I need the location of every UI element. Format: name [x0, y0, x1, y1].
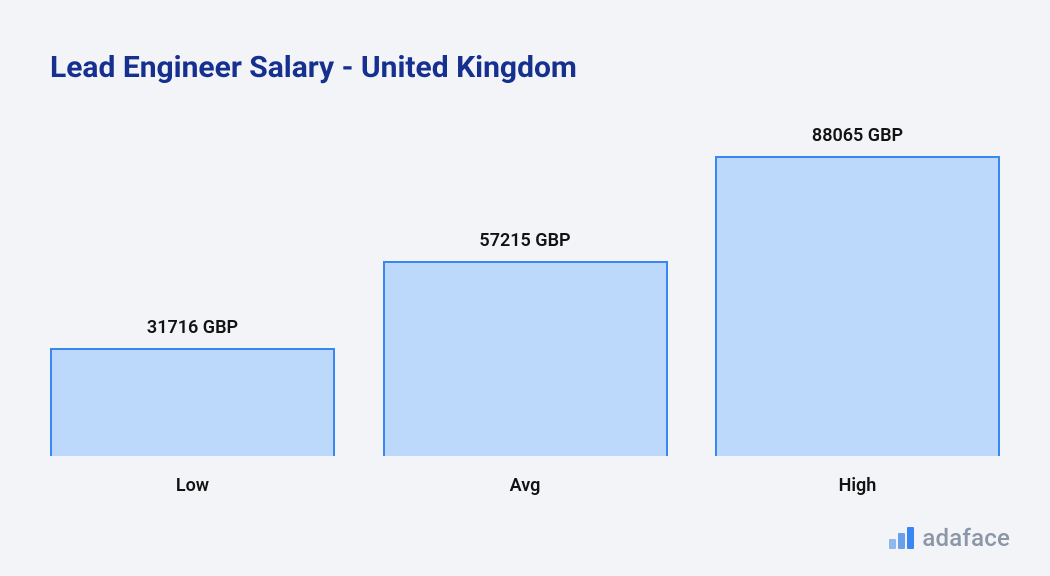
bar-group-avg: 57215 GBP — [383, 230, 668, 456]
bar-value-label: 88065 GBP — [812, 125, 903, 146]
chart-title: Lead Engineer Salary - United Kingdom — [50, 50, 1000, 85]
brand-icon-bar — [907, 527, 914, 549]
brand-logo: adaface — [889, 524, 1010, 552]
bar-value-label: 31716 GBP — [147, 317, 238, 338]
brand-bars-icon — [889, 527, 914, 549]
chart-canvas: Lead Engineer Salary - United Kingdom 31… — [0, 0, 1050, 576]
brand-icon-bar — [889, 539, 896, 549]
category-label: Avg — [383, 475, 668, 496]
chart-plot-area: 31716 GBP 57215 GBP 88065 GBP — [50, 140, 1000, 456]
bar-value-label: 57215 GBP — [479, 230, 570, 251]
bar-group-high: 88065 GBP — [715, 125, 1000, 456]
category-label: Low — [50, 475, 335, 496]
bar-low — [50, 348, 335, 456]
brand-icon-bar — [898, 533, 905, 549]
bar-avg — [383, 261, 668, 456]
bar-group-low: 31716 GBP — [50, 317, 335, 456]
bar-high — [715, 156, 1000, 456]
category-labels-row: Low Avg High — [50, 475, 1000, 496]
category-label: High — [715, 475, 1000, 496]
brand-name: adaface — [922, 524, 1010, 552]
